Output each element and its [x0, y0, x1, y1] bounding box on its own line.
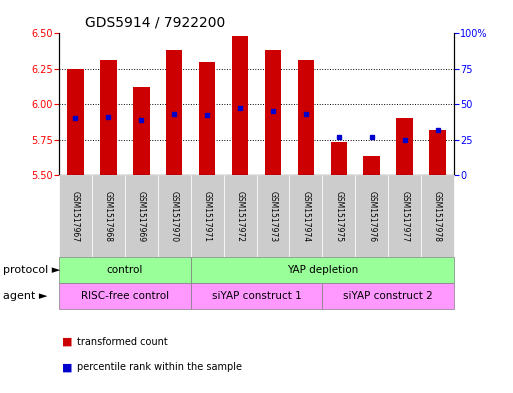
Bar — [397, 118, 413, 175]
Text: GSM1517971: GSM1517971 — [203, 191, 212, 242]
Text: GSM1517970: GSM1517970 — [170, 191, 179, 242]
Text: percentile rank within the sample: percentile rank within the sample — [77, 362, 242, 373]
Text: protocol ►: protocol ► — [3, 265, 60, 275]
Bar — [166, 50, 183, 175]
Text: GSM1517968: GSM1517968 — [104, 191, 113, 242]
Bar — [199, 62, 215, 175]
Text: transformed count: transformed count — [77, 337, 168, 347]
Text: GSM1517974: GSM1517974 — [301, 191, 310, 242]
Text: agent ►: agent ► — [3, 291, 47, 301]
Bar — [133, 87, 149, 175]
Bar — [232, 36, 248, 175]
Text: ■: ■ — [62, 337, 72, 347]
Text: GSM1517978: GSM1517978 — [433, 191, 442, 242]
Text: ■: ■ — [62, 362, 72, 373]
Text: siYAP construct 2: siYAP construct 2 — [343, 291, 433, 301]
Text: YAP depletion: YAP depletion — [287, 265, 358, 275]
Text: GSM1517977: GSM1517977 — [400, 191, 409, 242]
Text: siYAP construct 1: siYAP construct 1 — [212, 291, 301, 301]
Bar — [330, 142, 347, 175]
Text: GDS5914 / 7922200: GDS5914 / 7922200 — [85, 15, 225, 29]
Bar — [67, 69, 84, 175]
Bar — [364, 156, 380, 175]
Text: GSM1517973: GSM1517973 — [268, 191, 278, 242]
Bar — [265, 50, 281, 175]
Bar — [429, 130, 446, 175]
Text: control: control — [107, 265, 143, 275]
Bar — [100, 60, 116, 175]
Text: RISC-free control: RISC-free control — [81, 291, 169, 301]
Text: GSM1517969: GSM1517969 — [137, 191, 146, 242]
Text: GSM1517976: GSM1517976 — [367, 191, 376, 242]
Text: GSM1517975: GSM1517975 — [334, 191, 343, 242]
Text: GSM1517967: GSM1517967 — [71, 191, 80, 242]
Bar — [298, 60, 314, 175]
Text: GSM1517972: GSM1517972 — [235, 191, 245, 242]
